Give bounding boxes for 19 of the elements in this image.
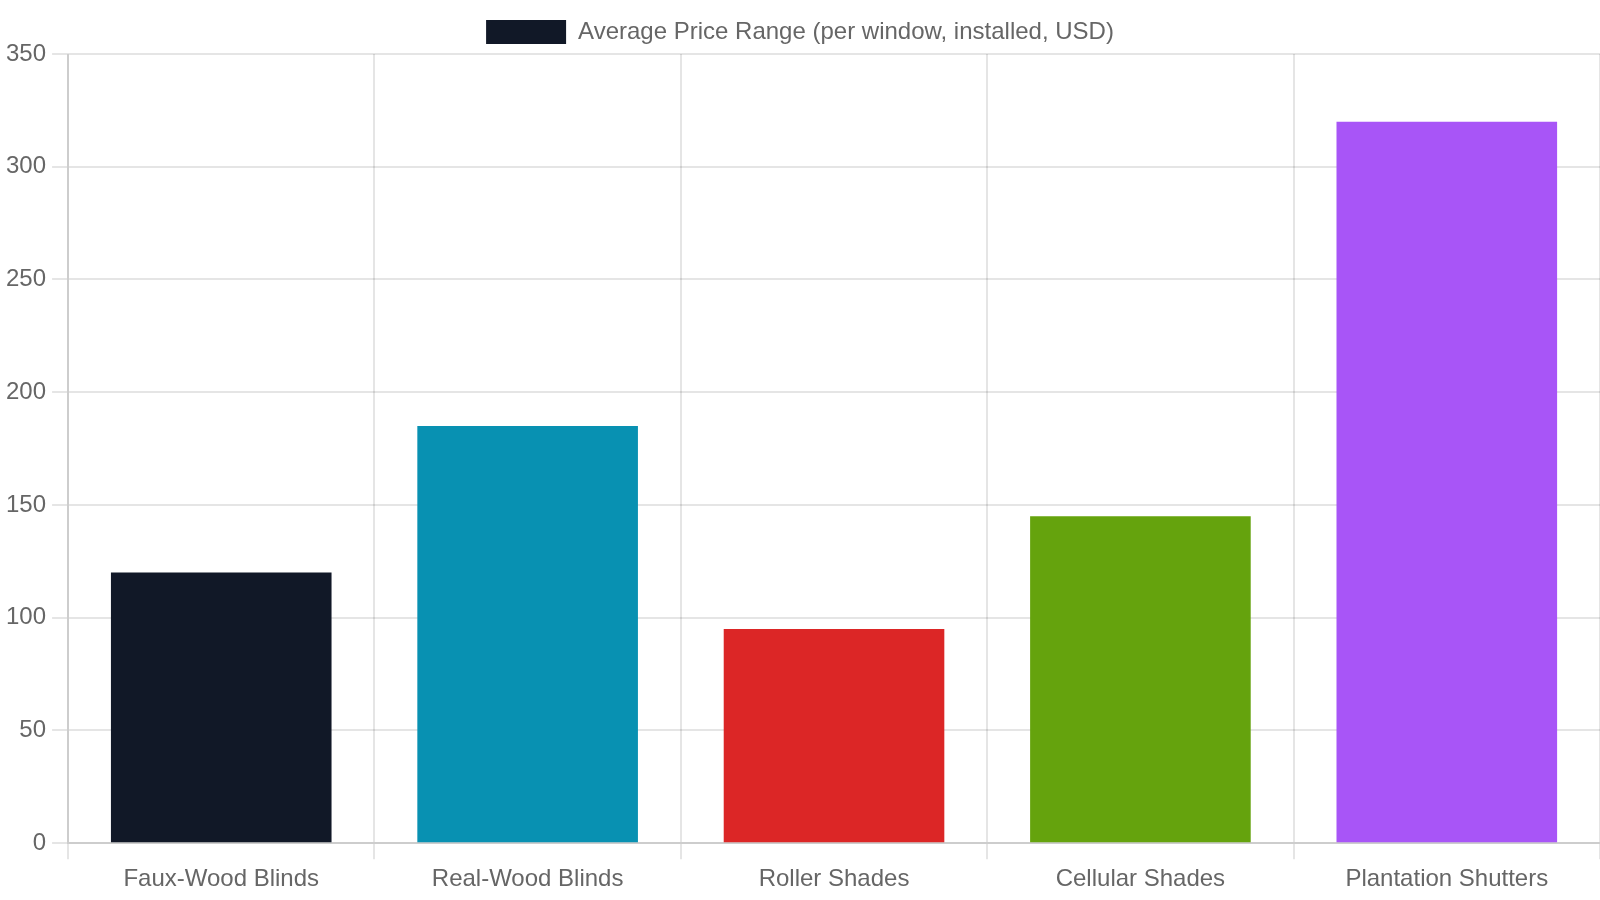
bar [723,628,945,843]
x-tick-label: Cellular Shades [1055,864,1226,892]
y-tick-label: 100 [6,602,47,630]
x-tick-label: Real-Wood Blinds [431,864,624,892]
x-tick-label: Plantation Shutters [1345,864,1549,892]
bar [110,572,332,843]
bar [417,426,638,843]
y-tick-label: 300 [6,151,47,179]
legend-label: Average Price Range (per window, installed, USD) [578,16,1114,44]
y-tick-label: 150 [6,489,47,517]
x-tick-label: Faux-Wood Blinds [123,864,320,892]
x-tick-label: Roller Shades [758,864,910,892]
y-tick-label: 350 [6,38,47,66]
y-tick-label: 0 [32,827,47,855]
y-tick-label: 200 [6,376,47,404]
y-tick-label: 250 [6,264,47,292]
bar [1030,516,1251,843]
y-tick-label: 50 [19,715,47,743]
bar [1336,121,1558,843]
